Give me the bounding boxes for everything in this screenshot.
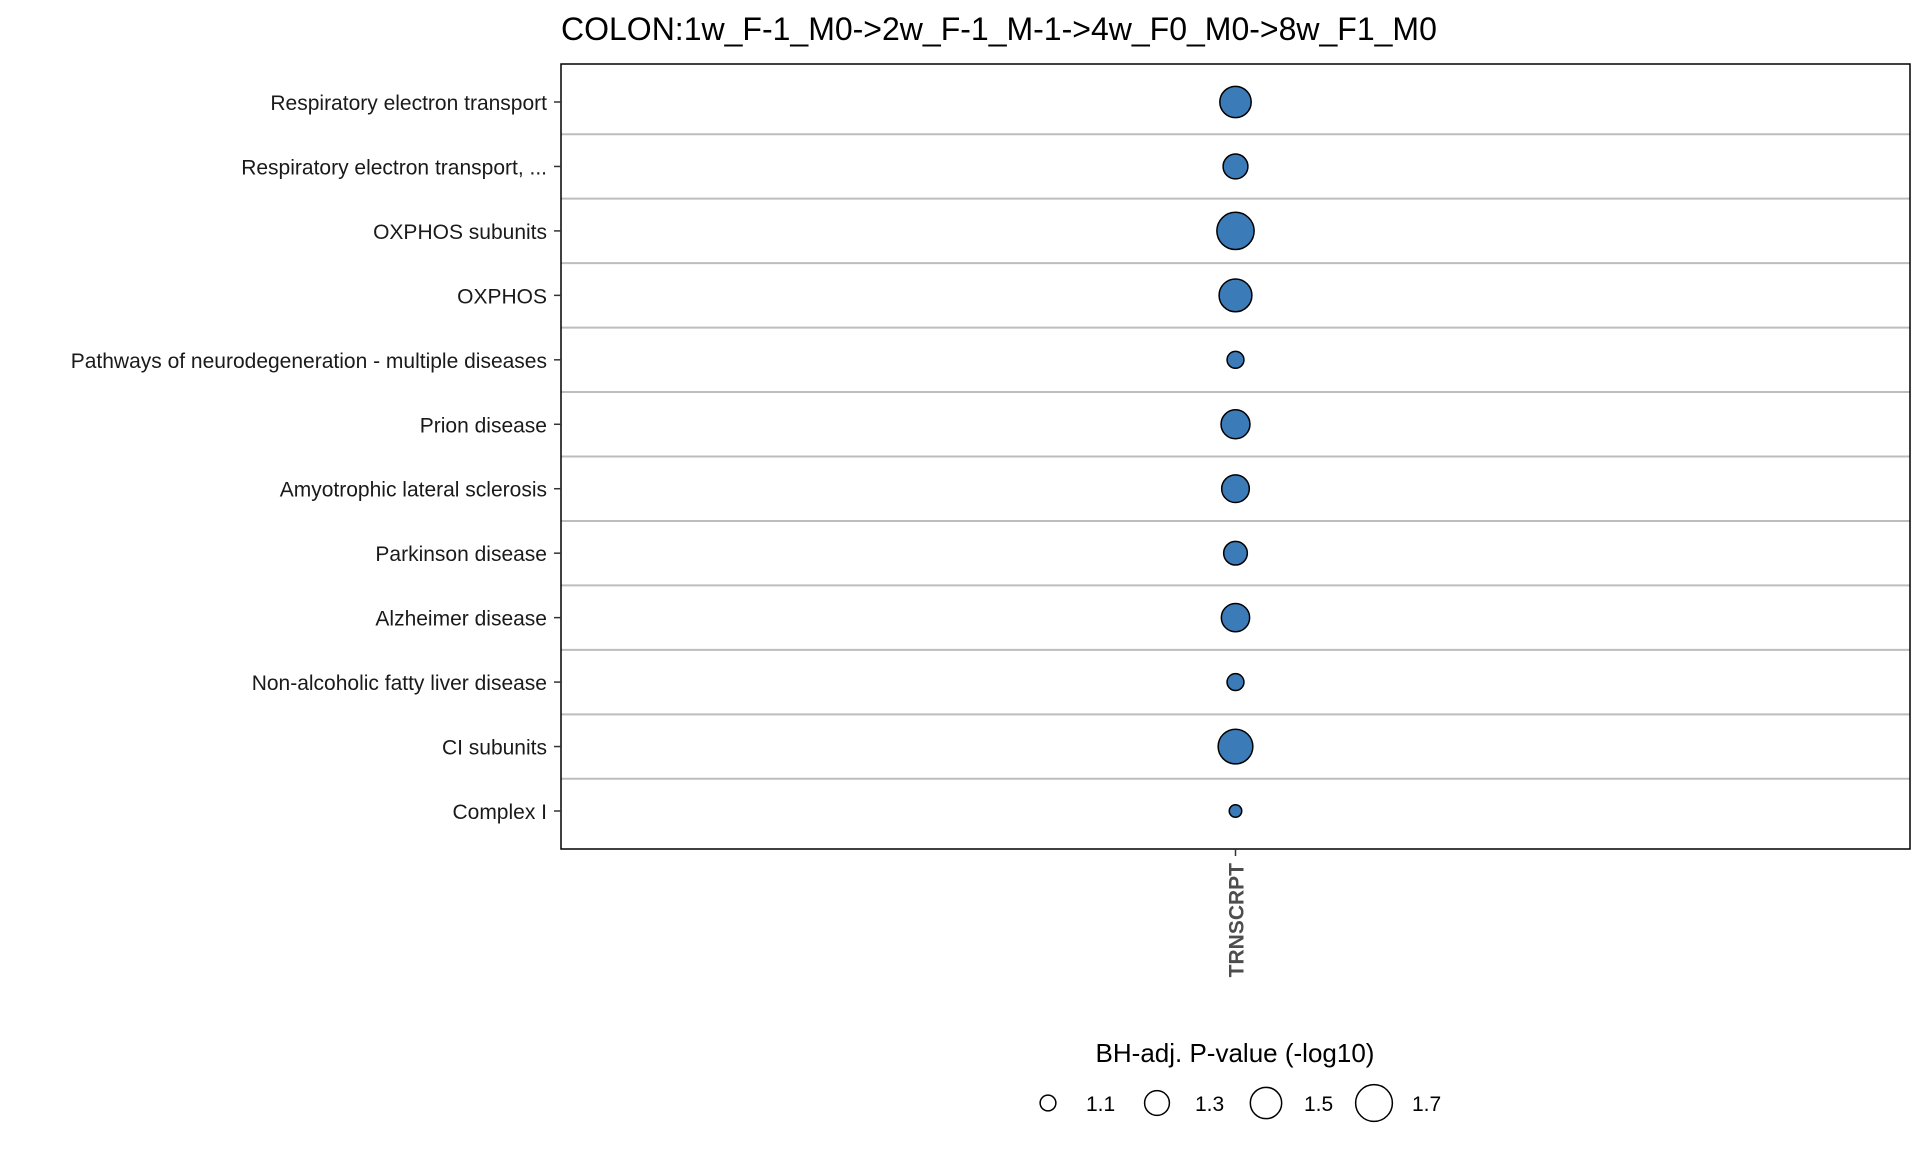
y-axis: Respiratory electron transport Respirator… xyxy=(71,92,561,824)
data-point-10 xyxy=(1217,728,1254,765)
y-tick-label: Non-alcoholic fatty liver disease xyxy=(252,672,547,695)
size-legend-label: 1.7 xyxy=(1412,1093,1441,1116)
y-tick-label: Respiratory electron transport, ... xyxy=(241,156,547,179)
data-point-1 xyxy=(1222,153,1249,180)
data-point-9 xyxy=(1226,672,1245,692)
size-legend-label: 1.3 xyxy=(1195,1093,1224,1116)
y-tick-label: Respiratory electron transport xyxy=(270,92,547,115)
x-tick-label: TRNSCRPT xyxy=(1226,863,1249,978)
size-legend: 1.1 1.3 1.5 1.7 xyxy=(1039,1083,1441,1123)
y-tick-label: Pathways of neurodegeneration - multiple… xyxy=(71,350,547,373)
y-tick-label: Amyotrophic lateral sclerosis xyxy=(280,479,547,502)
data-point-11 xyxy=(1228,804,1243,818)
y-tick-label: OXPHOS subunits xyxy=(373,221,547,244)
data-point-3 xyxy=(1218,278,1253,313)
size-legend-key-0 xyxy=(1039,1094,1057,1112)
data-point-0 xyxy=(1219,85,1252,119)
y-tick-label: Alzheimer disease xyxy=(375,608,547,631)
data-point-6 xyxy=(1220,474,1251,504)
points xyxy=(1216,85,1255,818)
data-point-7 xyxy=(1222,540,1249,566)
y-tick-label: Prion disease xyxy=(420,414,547,437)
size-legend-label: 1.1 xyxy=(1086,1093,1115,1116)
size-legend-label: 1.5 xyxy=(1304,1093,1333,1116)
grid-lines xyxy=(561,133,1910,780)
data-point-2 xyxy=(1216,211,1255,251)
size-legend-key-2 xyxy=(1249,1086,1283,1120)
size-legend-title: BH-adj. P-value (-log10) xyxy=(1096,1038,1375,1068)
y-tick-label: Parkinson disease xyxy=(375,543,547,566)
size-legend-key-3 xyxy=(1354,1083,1394,1123)
chart-title: COLON:1w_F-1_M0->2w_F-1_M-1->4w_F0_M0->8… xyxy=(561,11,1437,47)
data-point-4 xyxy=(1226,350,1245,370)
data-point-5 xyxy=(1220,409,1251,440)
x-axis: TRNSCRPT xyxy=(1226,849,1249,977)
data-point-8 xyxy=(1220,602,1251,633)
y-tick-label: CI subunits xyxy=(442,737,547,760)
y-tick-label: Complex I xyxy=(452,801,547,824)
size-legend-key-1 xyxy=(1143,1089,1171,1117)
y-tick-label: OXPHOS xyxy=(457,285,547,308)
